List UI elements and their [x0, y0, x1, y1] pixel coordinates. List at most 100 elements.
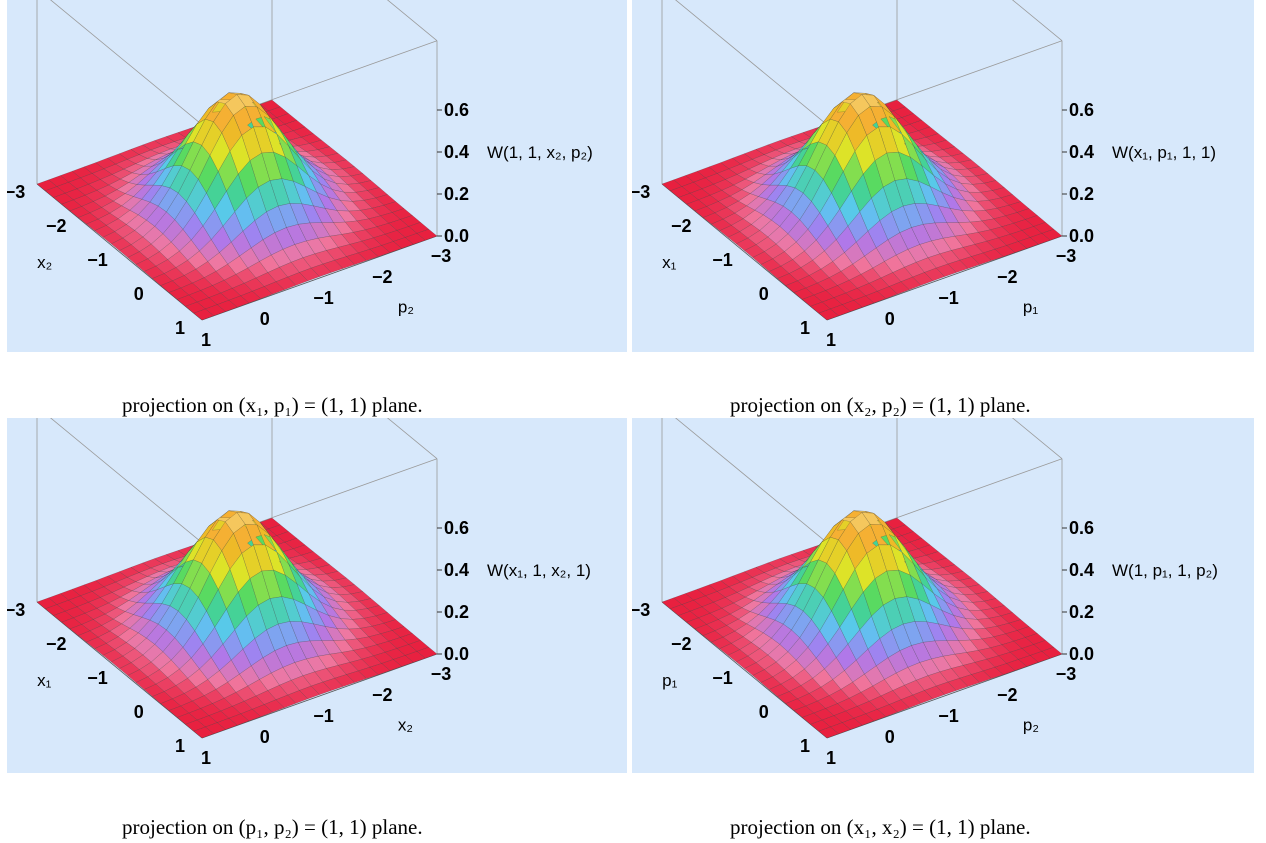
x-tick-label: −2: [46, 634, 67, 654]
y-axis-label: x₂: [398, 716, 413, 735]
x-tick-label: −3: [7, 600, 25, 620]
x-tick-label: −3: [7, 182, 25, 202]
y-tick-label: 0: [885, 727, 895, 747]
bounding-box-edge: [201, 653, 438, 739]
caption-math: (x₁, p₁) = (1, 1): [238, 393, 367, 417]
z-tick-label: 0.4: [444, 560, 469, 580]
bounding-box-edge: [826, 653, 1063, 739]
bounding-box-edge: [675, 418, 828, 544]
surface-cell: [416, 647, 438, 659]
y-tick-label: −3: [431, 246, 452, 266]
surface-plot-svg: −3 −2 −1 0 1 −3 −2 −1 0 1 0.0 0.2 0.4 0.6 W(1, 1, x₂, …: [7, 0, 593, 350]
surface-plot-panel-1: −3 −2 −1 0 1 −3 −2 −1 0 1 0.0 0.2 0.4 0.6 W(1, 1, x₂, …: [7, 0, 627, 352]
caption-1: projection on (x₁, p₁) = (1, 1) plane.: [122, 393, 423, 418]
x-tick-label: 1: [800, 736, 810, 756]
z-tick-label: 0.6: [1069, 100, 1094, 120]
y-tick-label: −2: [997, 267, 1018, 287]
caption-suffix: plane.: [974, 393, 1031, 417]
caption-math: (p₁, p₂) = (1, 1): [238, 815, 367, 839]
x-tick-label: 0: [759, 702, 769, 722]
z-tick-label: 0.6: [444, 518, 469, 538]
x-tick-label: −3: [632, 182, 650, 202]
x-tick-label: −3: [632, 600, 650, 620]
y-tick-label: −1: [938, 706, 959, 726]
y-tick-label: 1: [826, 330, 836, 350]
bounding-box-edge: [675, 0, 828, 126]
bounding-box-edge: [1011, 0, 1063, 42]
x-tick-label: −1: [87, 250, 108, 270]
surface-plot-panel-4: −3 −2 −1 0 1 −3 −2 −1 0 1 0.0 0.2 0.4 0.6 W(1, p₁, 1, …: [632, 418, 1254, 773]
x-tick-label: 0: [134, 702, 144, 722]
z-tick-label: 0.4: [444, 142, 469, 162]
x-tick-label: −2: [671, 216, 692, 236]
y-tick-label: −1: [938, 288, 959, 308]
caption-prefix: projection on: [730, 815, 847, 839]
z-axis-label: W(1, p₁, 1, p₂): [1112, 561, 1218, 580]
z-tick-label: 0.6: [444, 100, 469, 120]
z-tick-label: 0.0: [444, 644, 469, 664]
bounding-box-edge: [661, 183, 828, 321]
bounding-box-edge: [36, 183, 203, 321]
y-tick-label: −3: [1056, 664, 1077, 684]
surface-plot-panel-3: −3 −2 −1 0 1 −3 −2 −1 0 1 0.0 0.2 0.4 0.6 W(x₁, 1, x₂,…: [7, 418, 627, 773]
caption-2: projection on (x₂, p₂) = (1, 1) plane.: [730, 393, 1031, 418]
x-tick-label: 1: [175, 736, 185, 756]
x-tick-label: 1: [800, 318, 810, 338]
z-tick-label: 0.2: [1069, 602, 1094, 622]
y-tick-label: −3: [1056, 246, 1077, 266]
caption-math: (x₂, p₂) = (1, 1): [846, 393, 975, 417]
bounding-box-edge: [386, 0, 438, 42]
y-tick-label: 1: [201, 748, 211, 768]
y-tick-label: −1: [313, 288, 334, 308]
y-axis-label: p₁: [1023, 298, 1038, 317]
bounding-box-edge: [386, 418, 438, 460]
y-tick-label: −1: [313, 706, 334, 726]
surface-cell: [1041, 229, 1063, 241]
surface-plot-panel-2: −3 −2 −1 0 1 −3 −2 −1 0 1 0.0 0.2 0.4 0.6 W(x₁, p₁, 1,…: [632, 0, 1254, 352]
bounding-box-edge: [1011, 418, 1063, 460]
x-axis-label: x₂: [37, 253, 52, 272]
z-tick-label: 0.6: [1069, 518, 1094, 538]
bounding-box-edge: [50, 0, 203, 126]
caption-suffix: plane.: [366, 815, 423, 839]
y-tick-label: −2: [997, 685, 1018, 705]
z-tick-label: 0.2: [1069, 184, 1094, 204]
x-tick-label: −2: [46, 216, 67, 236]
x-axis-label: x₁: [662, 253, 677, 272]
bounding-box-edge: [201, 235, 438, 321]
caption-suffix: plane.: [974, 815, 1031, 839]
x-tick-label: −1: [87, 668, 108, 688]
z-tick-label: 0.0: [1069, 644, 1094, 664]
surface-plot-svg: −3 −2 −1 0 1 −3 −2 −1 0 1 0.0 0.2 0.4 0.6 W(x₁, p₁, 1,…: [632, 0, 1216, 350]
bounding-box-edge: [50, 418, 203, 544]
z-axis-label: W(x₁, p₁, 1, 1): [1112, 143, 1216, 162]
x-axis-label: x₁: [37, 671, 52, 690]
x-tick-label: 1: [175, 318, 185, 338]
bounding-box-edge: [826, 235, 1063, 321]
caption-suffix: plane.: [366, 393, 423, 417]
y-tick-label: −2: [372, 267, 393, 287]
surface-mesh: [661, 92, 1063, 321]
surface-cell: [1041, 647, 1063, 659]
surface-mesh: [36, 510, 438, 739]
bounding-box: [661, 0, 1063, 321]
x-tick-label: −1: [712, 250, 733, 270]
x-tick-label: 0: [759, 284, 769, 304]
z-tick-label: 0.0: [444, 226, 469, 246]
y-tick-label: 0: [260, 727, 270, 747]
caption-math: (x₁, x₂) = (1, 1): [846, 815, 975, 839]
z-tick-label: 0.2: [444, 602, 469, 622]
x-tick-label: −1: [712, 668, 733, 688]
y-tick-label: 0: [260, 309, 270, 329]
caption-4: projection on (x₁, x₂) = (1, 1) plane.: [730, 815, 1031, 840]
z-axis-label: W(x₁, 1, x₂, 1): [487, 561, 591, 580]
bounding-box-edge: [661, 601, 828, 739]
surface-plot-svg: −3 −2 −1 0 1 −3 −2 −1 0 1 0.0 0.2 0.4 0.6 W(1, p₁, 1, …: [632, 418, 1218, 768]
caption-prefix: projection on: [122, 393, 239, 417]
z-tick-label: 0.4: [1069, 560, 1094, 580]
surface-cell: [416, 229, 438, 241]
y-axis-label: p₂: [1023, 716, 1039, 735]
surface-mesh: [661, 510, 1063, 739]
x-axis-label: p₁: [662, 671, 677, 690]
caption-prefix: projection on: [730, 393, 847, 417]
